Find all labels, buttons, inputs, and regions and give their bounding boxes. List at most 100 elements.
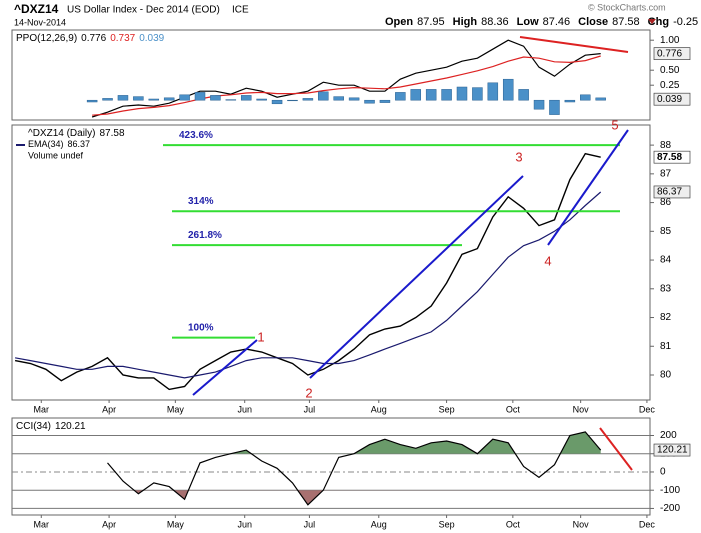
histogram-bar — [549, 99, 560, 115]
histogram-bar — [86, 99, 98, 103]
histogram-bar — [410, 89, 422, 101]
cci-fill-up — [230, 431, 601, 454]
y-tick-label: 85 — [660, 226, 672, 237]
x-tick-label: Oct — [506, 404, 521, 414]
histogram-bar — [148, 98, 160, 101]
histogram-bar — [210, 95, 221, 101]
panel-frame — [11, 124, 651, 401]
quote-label: High — [453, 16, 478, 28]
histogram-bar — [318, 91, 329, 101]
panel-frame — [11, 417, 651, 516]
x-tick-label: Jun — [237, 519, 252, 529]
histogram-bar — [287, 99, 298, 102]
value-box-label: 0.039 — [657, 94, 682, 105]
x-tick-label: Sep — [439, 519, 455, 529]
x-tick-label: Jul — [304, 519, 316, 529]
histogram-bar — [117, 95, 129, 101]
cci-divergence-line — [599, 427, 633, 471]
x-tick-label: Oct — [506, 519, 521, 529]
histogram-bar — [580, 94, 591, 101]
ppo-divergence-line — [519, 36, 629, 53]
value-box — [653, 150, 691, 164]
histogram-bar — [472, 87, 483, 101]
quote-value: -0.25 (-0.28%) — [673, 16, 701, 28]
wave-label: 4 — [544, 253, 551, 268]
legend-value: 0.039 — [139, 33, 164, 44]
y-tick-label: 0.25 — [660, 80, 680, 91]
histogram-bar — [487, 82, 499, 101]
fib-label: 100% — [188, 322, 214, 333]
legend: EMA(34) 86.37 — [28, 139, 90, 149]
legend: ^DXZ14 (Daily) 87.58 — [28, 128, 125, 139]
series-line — [14, 152, 601, 391]
legend-value: 87.58 — [99, 128, 124, 139]
trend-line — [547, 129, 629, 246]
value-box — [653, 443, 691, 457]
y-tick-label: 81 — [660, 341, 672, 352]
histogram-bar — [595, 97, 606, 101]
legend: CCI(34) 120.21 — [16, 421, 86, 432]
trend-line — [309, 175, 524, 379]
y-tick-label: 200 — [660, 430, 677, 441]
y-tick-label: -100 — [660, 485, 680, 496]
legend-value: 0.776 — [81, 33, 106, 44]
histogram-bar — [102, 98, 113, 101]
legend: Volume undef — [28, 150, 84, 160]
legend-name: EMA(34) — [28, 139, 64, 149]
quote-label: Chg — [648, 16, 669, 28]
histogram-bar — [302, 98, 314, 101]
legend-value: 0.737 — [110, 33, 135, 44]
fib-label: 261.8% — [188, 230, 222, 241]
value-box-label: 120.21 — [657, 445, 688, 456]
cci-fill-down — [134, 490, 324, 505]
x-tick-label: Apr — [102, 519, 116, 529]
value-box — [653, 92, 691, 106]
value-box-label: 87.58 — [657, 152, 682, 163]
wave-label: 3 — [515, 149, 522, 164]
histogram-bar — [256, 98, 267, 101]
y-tick-label: 0.50 — [660, 65, 680, 76]
panel-frame — [11, 29, 651, 121]
histogram-bar — [348, 97, 360, 101]
y-tick-label: 80 — [660, 370, 672, 381]
quote-value: 87.95 — [417, 16, 445, 28]
credit: © StockCharts.com — [588, 2, 666, 12]
value-box-label: 0.776 — [657, 48, 682, 59]
date: 14-Nov-2014 — [14, 17, 66, 27]
histogram-bar — [194, 92, 206, 101]
histogram-bar — [271, 99, 283, 105]
x-tick-label: Mar — [34, 404, 50, 414]
y-tick-label: -200 — [660, 503, 680, 514]
x-tick-label: Mar — [34, 519, 50, 529]
quote-value: 88.36 — [481, 16, 509, 28]
legend-name: PPO(12,26,9) — [16, 33, 77, 44]
x-tick-label: Dec — [639, 404, 656, 414]
x-tick-label: Aug — [371, 404, 387, 414]
x-tick-label: Sep — [439, 404, 455, 414]
histogram-bar — [133, 96, 144, 101]
x-tick-label: Apr — [102, 404, 116, 414]
quote-value: 87.46 — [543, 16, 571, 28]
legend: PPO(12,26,9) 0.776 0.737 0.039 — [16, 33, 165, 44]
exchange: ICE — [232, 5, 249, 16]
histogram-bar — [441, 89, 452, 101]
histogram-bar — [364, 99, 375, 104]
y-tick-label: 0 — [660, 467, 666, 478]
legend-value: 120.21 — [55, 421, 86, 432]
y-tick-label: 86 — [660, 197, 672, 208]
y-tick-label: 88 — [660, 140, 672, 151]
y-tick-label: 1.00 — [660, 35, 680, 46]
histogram-bar — [379, 99, 391, 103]
legend-value: 86.37 — [68, 139, 91, 149]
quote-label: Low — [517, 16, 539, 28]
x-tick-label: Aug — [371, 519, 387, 529]
histogram-bar — [425, 89, 437, 101]
histogram-bar — [395, 92, 406, 101]
x-tick-label: Jun — [237, 404, 252, 414]
histogram-bar — [518, 89, 529, 101]
quote: Open 87.95 High 88.36 Low 87.46 Close 87.58 Chg -… — [385, 16, 701, 28]
series-line — [14, 191, 602, 379]
value-box — [653, 47, 691, 60]
histogram-bar — [564, 99, 576, 103]
histogram-bar — [225, 99, 237, 101]
